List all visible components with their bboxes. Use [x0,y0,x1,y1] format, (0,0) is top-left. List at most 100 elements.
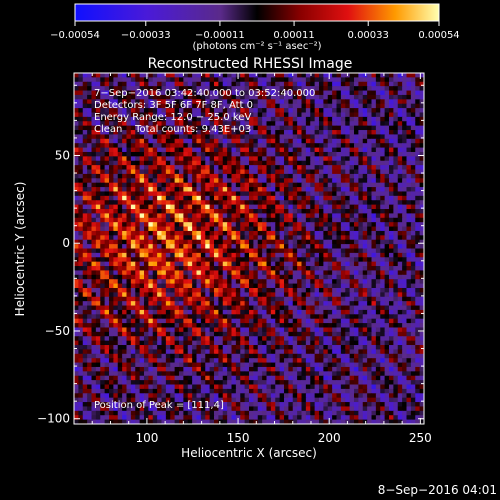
heatmap-pixel [240,301,246,307]
heatmap-pixel [301,73,307,78]
heatmap-pixel [170,125,176,131]
heatmap-pixel [327,130,333,136]
heatmap-pixel [183,261,189,267]
heatmap-pixel [209,323,215,329]
heatmap-pixel [196,340,202,346]
heatmap-pixel [231,213,237,219]
heatmap-pixel [109,138,114,144]
heatmap-pixel [340,90,346,96]
heatmap-pixel [371,209,377,214]
heatmap-pixel [78,305,84,311]
heatmap-pixel [349,134,355,140]
heatmap-pixel [104,239,110,245]
heatmap-pixel [362,287,368,293]
heatmap-pixel [279,173,285,179]
heatmap-pixel [406,195,412,201]
heatmap-pixel [109,248,114,254]
heatmap-pixel [367,99,373,105]
heatmap-pixel [126,116,132,122]
heatmap-pixel [314,226,320,232]
heatmap-pixel [196,165,202,171]
heatmap-pixel [91,73,97,78]
heatmap-pixel [91,191,97,197]
heatmap-pixel [109,292,114,298]
heatmap-pixel [345,222,351,228]
heatmap-pixel [117,340,123,346]
heatmap-pixel [319,266,324,272]
heatmap-pixel [222,270,228,276]
heatmap-pixel [397,296,403,302]
heatmap-pixel [393,279,399,285]
heatmap-pixel [297,108,303,114]
heatmap-pixel [332,222,338,228]
heatmap-pixel [192,217,198,223]
heatmap-pixel [371,182,377,188]
heatmap-pixel [279,257,285,263]
heatmap-pixel [205,279,211,285]
heatmap-pixel [349,283,355,289]
heatmap-pixel [209,143,215,149]
heatmap-pixel [305,305,311,311]
heatmap-pixel [345,77,351,83]
heatmap-pixel [231,73,237,78]
heatmap-pixel [82,248,88,254]
heatmap-pixel [384,77,390,83]
heatmap-pixel [244,178,250,184]
heatmap-pixel [257,112,263,118]
heatmap-pixel [406,116,412,122]
heatmap-pixel [244,274,250,280]
heatmap-pixel [139,235,145,241]
heatmap-pixel [336,296,342,302]
heatmap-pixel [292,134,298,140]
heatmap-pixel [336,165,342,171]
heatmap-pixel [209,222,215,228]
heatmap-pixel [375,77,381,83]
heatmap-pixel [358,235,364,241]
heatmap-pixel [135,252,141,258]
heatmap-pixel [253,239,259,245]
heatmap-pixel [74,213,79,219]
heatmap-pixel [170,204,176,210]
heatmap-pixel [257,257,263,263]
heatmap-pixel [270,130,276,136]
heatmap-pixel [231,222,237,228]
heatmap-pixel [200,90,206,96]
heatmap-pixel [323,239,329,245]
heatmap-pixel [389,99,394,105]
heatmap-pixel [402,116,408,122]
heatmap-pixel [397,90,403,96]
heatmap-pixel [253,296,259,302]
heatmap-pixel [292,77,298,83]
heatmap-pixel [249,296,254,302]
heatmap-pixel [345,279,351,285]
heatmap-pixel [253,99,259,105]
heatmap-pixel [152,292,158,298]
heatmap-pixel [205,209,211,214]
heatmap-pixel [196,301,202,307]
heatmap-pixel [284,108,289,114]
heatmap-pixel [314,261,320,267]
heatmap-pixel [354,340,359,346]
heatmap-pixel [205,147,211,153]
heatmap-pixel [393,336,399,342]
heatmap-pixel [257,173,263,179]
heatmap-pixel [419,94,424,100]
heatmap-pixel [130,331,136,337]
heatmap-pixel [78,226,84,232]
heatmap-pixel [332,112,338,118]
heatmap-pixel [126,305,132,311]
heatmap-pixel [384,257,390,263]
heatmap-pixel [157,147,163,153]
heatmap-pixel [209,248,215,254]
heatmap-pixel [288,116,294,122]
heatmap-pixel [406,331,412,337]
heatmap-pixel [354,90,359,96]
heatmap-pixel [200,244,206,250]
heatmap-pixel [314,217,320,223]
heatmap-pixel [117,318,123,324]
heatmap-pixel [74,305,79,311]
heatmap-pixel [415,239,421,245]
heatmap-pixel [139,125,145,131]
heatmap-pixel [126,86,132,92]
heatmap-pixel [419,309,424,315]
